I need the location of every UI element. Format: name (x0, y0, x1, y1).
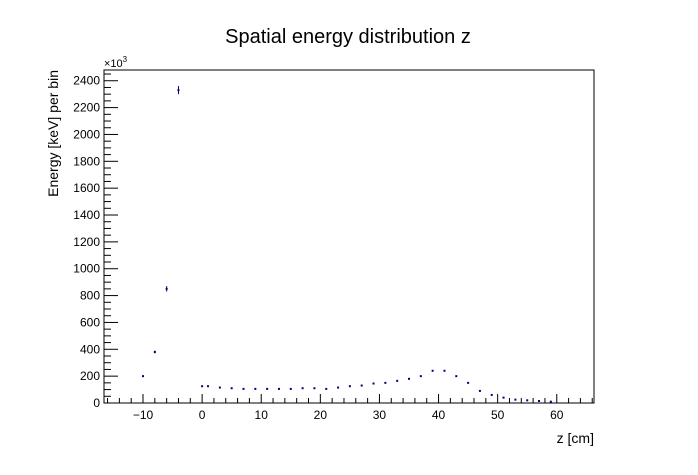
data-point (478, 389, 481, 392)
data-point (419, 375, 422, 378)
data-point (514, 398, 517, 401)
data-point (467, 381, 470, 384)
data-point (549, 400, 552, 403)
y-tick-label: 1400 (73, 208, 100, 222)
data-point (313, 387, 316, 390)
x-tick-label: 0 (199, 408, 206, 422)
data-point (538, 399, 541, 402)
y-tick-label: 400 (80, 342, 100, 356)
data-point (201, 385, 204, 388)
data-point (502, 396, 505, 399)
y-axis-label: Energy [keV] per bin (45, 70, 61, 197)
y-tick-label: 2000 (73, 127, 100, 141)
data-point (384, 381, 387, 384)
x-axis-label: z [cm] (557, 430, 594, 446)
data-point (348, 385, 351, 388)
data-point (490, 393, 493, 396)
x-axis-ticks: −10 0 10 20 30 40 50 60 (107, 394, 593, 422)
y-tick-label: 2400 (73, 74, 100, 88)
data-point (431, 369, 434, 372)
y-tick-label: 1000 (73, 262, 100, 276)
y-tick-label: 2200 (73, 101, 100, 115)
data-point (301, 387, 304, 390)
data-point (218, 386, 221, 389)
y-tick-label: 600 (80, 315, 100, 329)
x-tick-label: 10 (255, 408, 269, 422)
x-tick-label: −10 (133, 408, 154, 422)
data-point (207, 385, 210, 388)
y-axis-ticks: 0 200 400 600 800 1000 1200 1400 1600 1800 2000 220… (73, 73, 118, 410)
data-point (455, 375, 458, 378)
data-point (443, 369, 446, 372)
y-tick-label: 1800 (73, 154, 100, 168)
data-point (153, 350, 156, 354)
data-point (177, 86, 180, 95)
y-tick-label: 1600 (73, 181, 100, 195)
x-tick-label: 60 (550, 408, 564, 422)
chart-title: Spatial energy distribution z (225, 26, 471, 48)
data-point (142, 375, 145, 378)
x-tick-label: 40 (432, 408, 446, 422)
data-point (289, 387, 292, 390)
data-point (277, 387, 280, 390)
y-tick-label: 0 (93, 396, 100, 410)
data-point (372, 382, 375, 385)
data-point (337, 386, 340, 389)
plot-frame (103, 69, 595, 404)
y-tick-label: 1200 (73, 235, 100, 249)
data-point (407, 377, 410, 380)
data-point (242, 387, 245, 390)
x-tick-label: 30 (373, 408, 387, 422)
data-point (254, 387, 257, 390)
data-point (266, 387, 269, 390)
data-point (325, 387, 328, 390)
data-points (142, 86, 552, 403)
data-point (360, 384, 363, 387)
data-point (526, 399, 529, 402)
y-tick-label: 200 (80, 369, 100, 383)
data-point (230, 387, 233, 390)
x-tick-label: 50 (491, 408, 505, 422)
x-tick-label: 20 (314, 408, 328, 422)
y-multiplier-label: ×103 (104, 55, 128, 70)
data-point (165, 286, 168, 292)
data-point (396, 379, 399, 382)
y-tick-label: 800 (80, 289, 100, 303)
